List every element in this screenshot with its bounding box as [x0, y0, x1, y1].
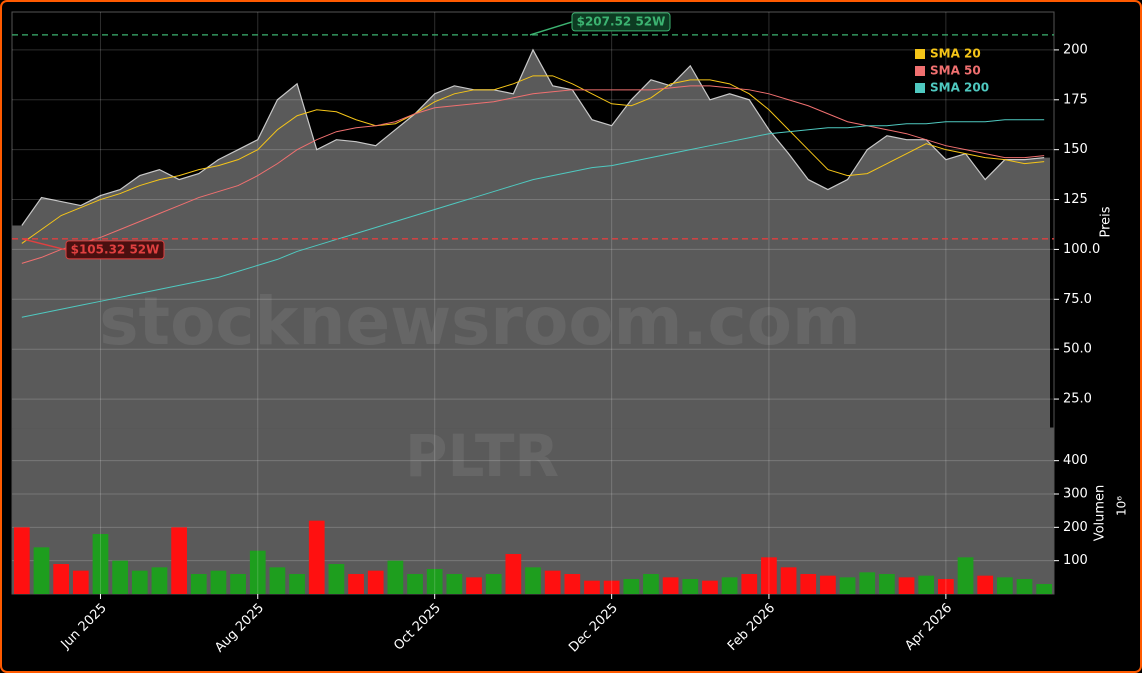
y-tick-label: 200: [1063, 520, 1088, 535]
volume-bar: [190, 574, 207, 594]
volume-bar: [918, 575, 935, 594]
legend-label: SMA 20: [930, 47, 981, 61]
volume-bar: [53, 564, 70, 594]
volume-bar: [289, 574, 305, 594]
annotation-label: $207.52 52W: [577, 14, 666, 28]
y-tick-label: 300: [1063, 487, 1088, 502]
volume-bar: [898, 577, 915, 594]
sma-line: [21, 75, 1045, 244]
volume-bar: [1016, 579, 1033, 594]
volume-bar: [485, 574, 502, 594]
volume-bar: [584, 580, 600, 594]
annotation-box: [571, 12, 671, 32]
annotation-label: $105.32 52W: [71, 242, 160, 256]
volume-bar: [230, 574, 246, 594]
y-tick-label: 200: [1063, 42, 1088, 57]
legend-label: SMA 200: [930, 81, 989, 95]
y-tick-label: 150: [1063, 142, 1088, 157]
legend-swatch: [915, 66, 925, 76]
volume-bar: [879, 574, 895, 594]
y-tick-label: 175: [1063, 92, 1088, 107]
volume-bar: [387, 560, 404, 594]
volume-bar: [721, 577, 738, 594]
watermark: PLTR: [405, 422, 559, 490]
volume-bar: [525, 567, 541, 594]
volume-bar: [957, 557, 974, 594]
volume-bar: [564, 574, 581, 594]
legend-swatch: [915, 49, 925, 59]
price-area: [12, 49, 1050, 428]
volume-bar: [131, 570, 148, 594]
volume-bar: [33, 547, 50, 594]
volume-bar: [171, 527, 187, 594]
volume-axis-label: Volumen: [1093, 485, 1108, 542]
volume-bar: [13, 527, 30, 594]
annotation-arrow: [529, 21, 573, 36]
volume-bar: [996, 577, 1013, 594]
volume-bar: [544, 570, 561, 594]
volume-bar: [210, 570, 227, 594]
y-tick-label: 100.0: [1063, 242, 1100, 257]
y-tick-label: 125: [1063, 192, 1088, 207]
volume-bar: [269, 567, 286, 594]
volume-bar: [702, 580, 718, 594]
volume-bar: [328, 564, 345, 594]
volume-bar: [308, 520, 325, 594]
volume-bar: [643, 574, 659, 594]
volume-bar: [859, 572, 876, 594]
annotation-box: [65, 240, 165, 260]
volume-bar: [92, 534, 109, 594]
volume-bar: [446, 574, 463, 594]
volume-bar: [249, 550, 266, 594]
volume-bar: [603, 580, 620, 594]
volume-bar: [151, 567, 168, 594]
volume-bar: [938, 579, 954, 594]
volume-bar: [426, 569, 443, 594]
legend-swatch: [915, 83, 925, 93]
volume-bar: [977, 575, 994, 594]
volume-bar: [761, 557, 777, 594]
volume-bar: [662, 577, 679, 594]
volume-bar: [800, 574, 817, 594]
volume-bar: [839, 577, 856, 594]
volume-bar: [407, 574, 423, 594]
sma-line: [21, 85, 1045, 264]
y-tick-label: 100: [1063, 553, 1088, 568]
y-tick-label: 400: [1063, 453, 1088, 468]
legend-label: SMA 50: [930, 64, 981, 78]
volume-bar: [682, 579, 699, 594]
volume-bar: [1036, 584, 1053, 594]
watermark: stocknewsroom.com: [99, 283, 861, 360]
y-tick-label: 75.0: [1063, 292, 1092, 307]
volume-bar: [741, 574, 758, 594]
volume-bar: [466, 577, 482, 594]
volume-bar: [623, 579, 640, 594]
annotation-arrow: [21, 238, 67, 251]
sma-line: [21, 119, 1045, 318]
y-tick-label: 25.0: [1063, 392, 1092, 407]
volume-bar: [505, 554, 522, 594]
y-tick-label: 50.0: [1063, 342, 1092, 357]
volume-exponent: 10⁶: [1115, 496, 1129, 516]
volume-bar: [820, 575, 836, 594]
volume-bar: [72, 570, 89, 594]
volume-bar: [348, 574, 364, 594]
y-axis-label: Preis: [1099, 206, 1114, 237]
volume-bar: [112, 560, 128, 594]
volume-bar: [780, 567, 797, 594]
price-line: [21, 48, 1045, 226]
volume-bar: [367, 570, 384, 594]
